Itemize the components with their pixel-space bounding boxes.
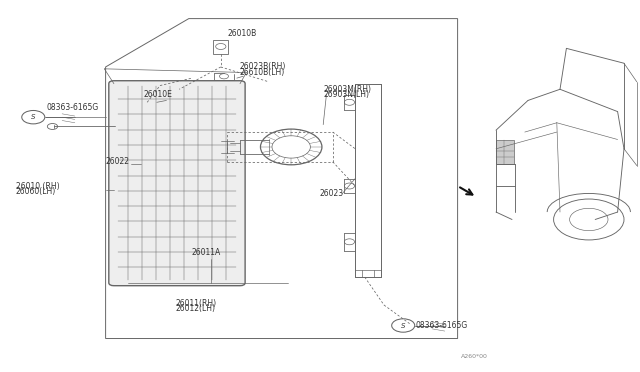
- Text: 26610B(LH): 26610B(LH): [240, 68, 285, 77]
- Text: 26010 (RH): 26010 (RH): [16, 182, 60, 190]
- Bar: [496, 140, 514, 164]
- Text: 26010E: 26010E: [144, 90, 173, 99]
- Text: 26060(LH): 26060(LH): [16, 187, 56, 196]
- Text: 26012(LH): 26012(LH): [176, 304, 216, 313]
- Text: 26011A: 26011A: [192, 248, 221, 257]
- Text: S: S: [31, 114, 36, 120]
- Text: 26903M(RH): 26903M(RH): [323, 85, 371, 94]
- Text: 08363-6165G: 08363-6165G: [46, 103, 99, 112]
- Text: A260*00: A260*00: [461, 354, 488, 359]
- Text: 26903N(LH): 26903N(LH): [323, 90, 369, 99]
- Text: 26011(RH): 26011(RH): [176, 299, 217, 308]
- Bar: [213, 40, 228, 54]
- Text: 26010B: 26010B: [227, 29, 257, 38]
- Text: S: S: [401, 323, 406, 328]
- Text: 26023: 26023: [320, 189, 344, 198]
- Text: 26022: 26022: [106, 157, 130, 166]
- FancyBboxPatch shape: [109, 81, 245, 286]
- Text: 26023B(RH): 26023B(RH): [240, 62, 286, 71]
- Text: 08363-6165G: 08363-6165G: [416, 321, 468, 330]
